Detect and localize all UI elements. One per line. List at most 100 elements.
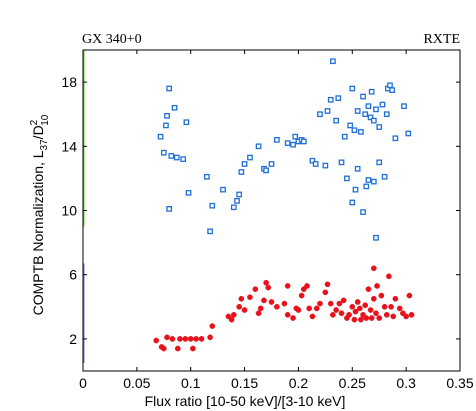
data-point-square — [163, 122, 169, 129]
data-point-circle — [365, 286, 372, 292]
data-point-circle — [370, 295, 377, 302]
data-point-square — [166, 85, 173, 92]
data-point-square — [327, 96, 334, 103]
data-point-square — [373, 106, 379, 113]
data-point-square — [376, 124, 383, 130]
data-point-square — [292, 133, 299, 140]
data-point-square — [360, 209, 366, 215]
data-point-square — [333, 117, 339, 124]
data-point-square — [363, 183, 370, 190]
data-point-circle — [351, 316, 358, 323]
data-point-circle — [324, 281, 331, 288]
data-point-circle — [177, 336, 183, 342]
data-point-square — [234, 198, 240, 204]
data-point-circle — [356, 305, 363, 312]
y-tick-label: 10 — [61, 203, 77, 219]
data-point-circle — [247, 294, 253, 301]
data-markers — [153, 58, 415, 352]
data-point-square — [349, 85, 356, 92]
data-point-square — [367, 114, 374, 121]
data-point-square — [312, 161, 319, 167]
data-point-circle — [352, 308, 359, 315]
data-point-square — [354, 165, 361, 172]
data-point-square — [160, 149, 167, 156]
data-point-circle — [182, 336, 189, 342]
data-point-circle — [368, 315, 375, 321]
data-point-circle — [160, 345, 167, 352]
data-point-circle — [257, 305, 264, 312]
data-point-circle — [284, 283, 291, 289]
x-axis-label: Flux ratio [10-50 keV]/[3-10 keV] — [145, 393, 346, 409]
data-point-circle — [306, 305, 313, 312]
data-point-circle — [376, 315, 383, 321]
data-point-square — [157, 133, 164, 140]
data-point-square — [241, 161, 248, 167]
data-point-square — [171, 104, 178, 111]
data-point-circle — [153, 337, 160, 344]
data-point-circle — [274, 303, 280, 310]
data-point-circle — [252, 286, 259, 292]
data-point-circle — [374, 283, 380, 289]
data-point-square — [300, 138, 307, 145]
data-point-circle — [236, 303, 243, 310]
x-tick-label: 0.2 — [289, 375, 309, 391]
data-point-circle — [309, 313, 316, 320]
data-point-circle — [373, 310, 379, 317]
data-point-circle — [330, 311, 336, 318]
data-point-square — [317, 111, 323, 118]
data-point-square — [405, 130, 412, 137]
data-point-square — [330, 58, 336, 65]
data-point-square — [164, 112, 170, 119]
data-point-circle — [338, 310, 345, 317]
data-point-circle — [408, 311, 415, 318]
data-point-square — [349, 199, 356, 206]
x-tick-label: 0.15 — [231, 375, 258, 391]
data-point-square — [209, 202, 216, 209]
data-point-circle — [349, 303, 356, 310]
y-tick-label: 18 — [61, 74, 77, 90]
data-point-circle — [255, 310, 262, 317]
data-point-circle — [174, 345, 181, 352]
data-point-circle — [354, 299, 361, 305]
data-point-circle — [381, 303, 388, 310]
data-point-square — [236, 191, 243, 198]
plot-frame — [82, 49, 461, 372]
data-point-square — [263, 167, 269, 174]
data-point-square — [341, 133, 348, 140]
data-point-square — [324, 108, 331, 114]
data-point-square — [379, 101, 386, 108]
data-point-circle — [230, 311, 237, 318]
x-tick-label: 0.35 — [446, 375, 473, 391]
data-point-circle — [268, 299, 275, 305]
data-point-circle — [187, 336, 194, 342]
data-point-square — [354, 108, 361, 114]
data-point-circle — [358, 316, 364, 323]
data-point-square — [185, 189, 192, 196]
data-point-square — [322, 162, 329, 169]
data-point-circle — [238, 295, 245, 302]
data-point-square — [362, 111, 369, 118]
data-point-circle — [333, 307, 339, 313]
data-point-circle — [190, 345, 196, 352]
data-point-circle — [336, 300, 343, 307]
data-point-circle — [396, 305, 403, 312]
data-point-circle — [193, 336, 199, 342]
data-point-square — [338, 159, 345, 166]
data-point-square — [392, 135, 399, 142]
data-point-square — [183, 119, 190, 126]
data-point-square — [360, 93, 366, 100]
y-ticks: 2 6 10 14 18 — [61, 74, 460, 347]
data-point-circle — [386, 273, 392, 280]
y-axis-label-sup: 2 — [29, 119, 40, 125]
data-point-square — [230, 204, 237, 211]
data-point-square — [204, 173, 210, 180]
y-axis-label-sub1: 37 — [39, 139, 50, 151]
x-tick-label: 0.25 — [339, 375, 366, 391]
data-point-circle — [241, 307, 248, 313]
data-point-circle — [207, 334, 213, 341]
data-point-square — [370, 117, 377, 124]
data-point-square — [370, 178, 377, 185]
data-point-square — [255, 143, 262, 150]
title-right: RXTE — [423, 32, 460, 47]
data-point-circle — [313, 305, 320, 312]
